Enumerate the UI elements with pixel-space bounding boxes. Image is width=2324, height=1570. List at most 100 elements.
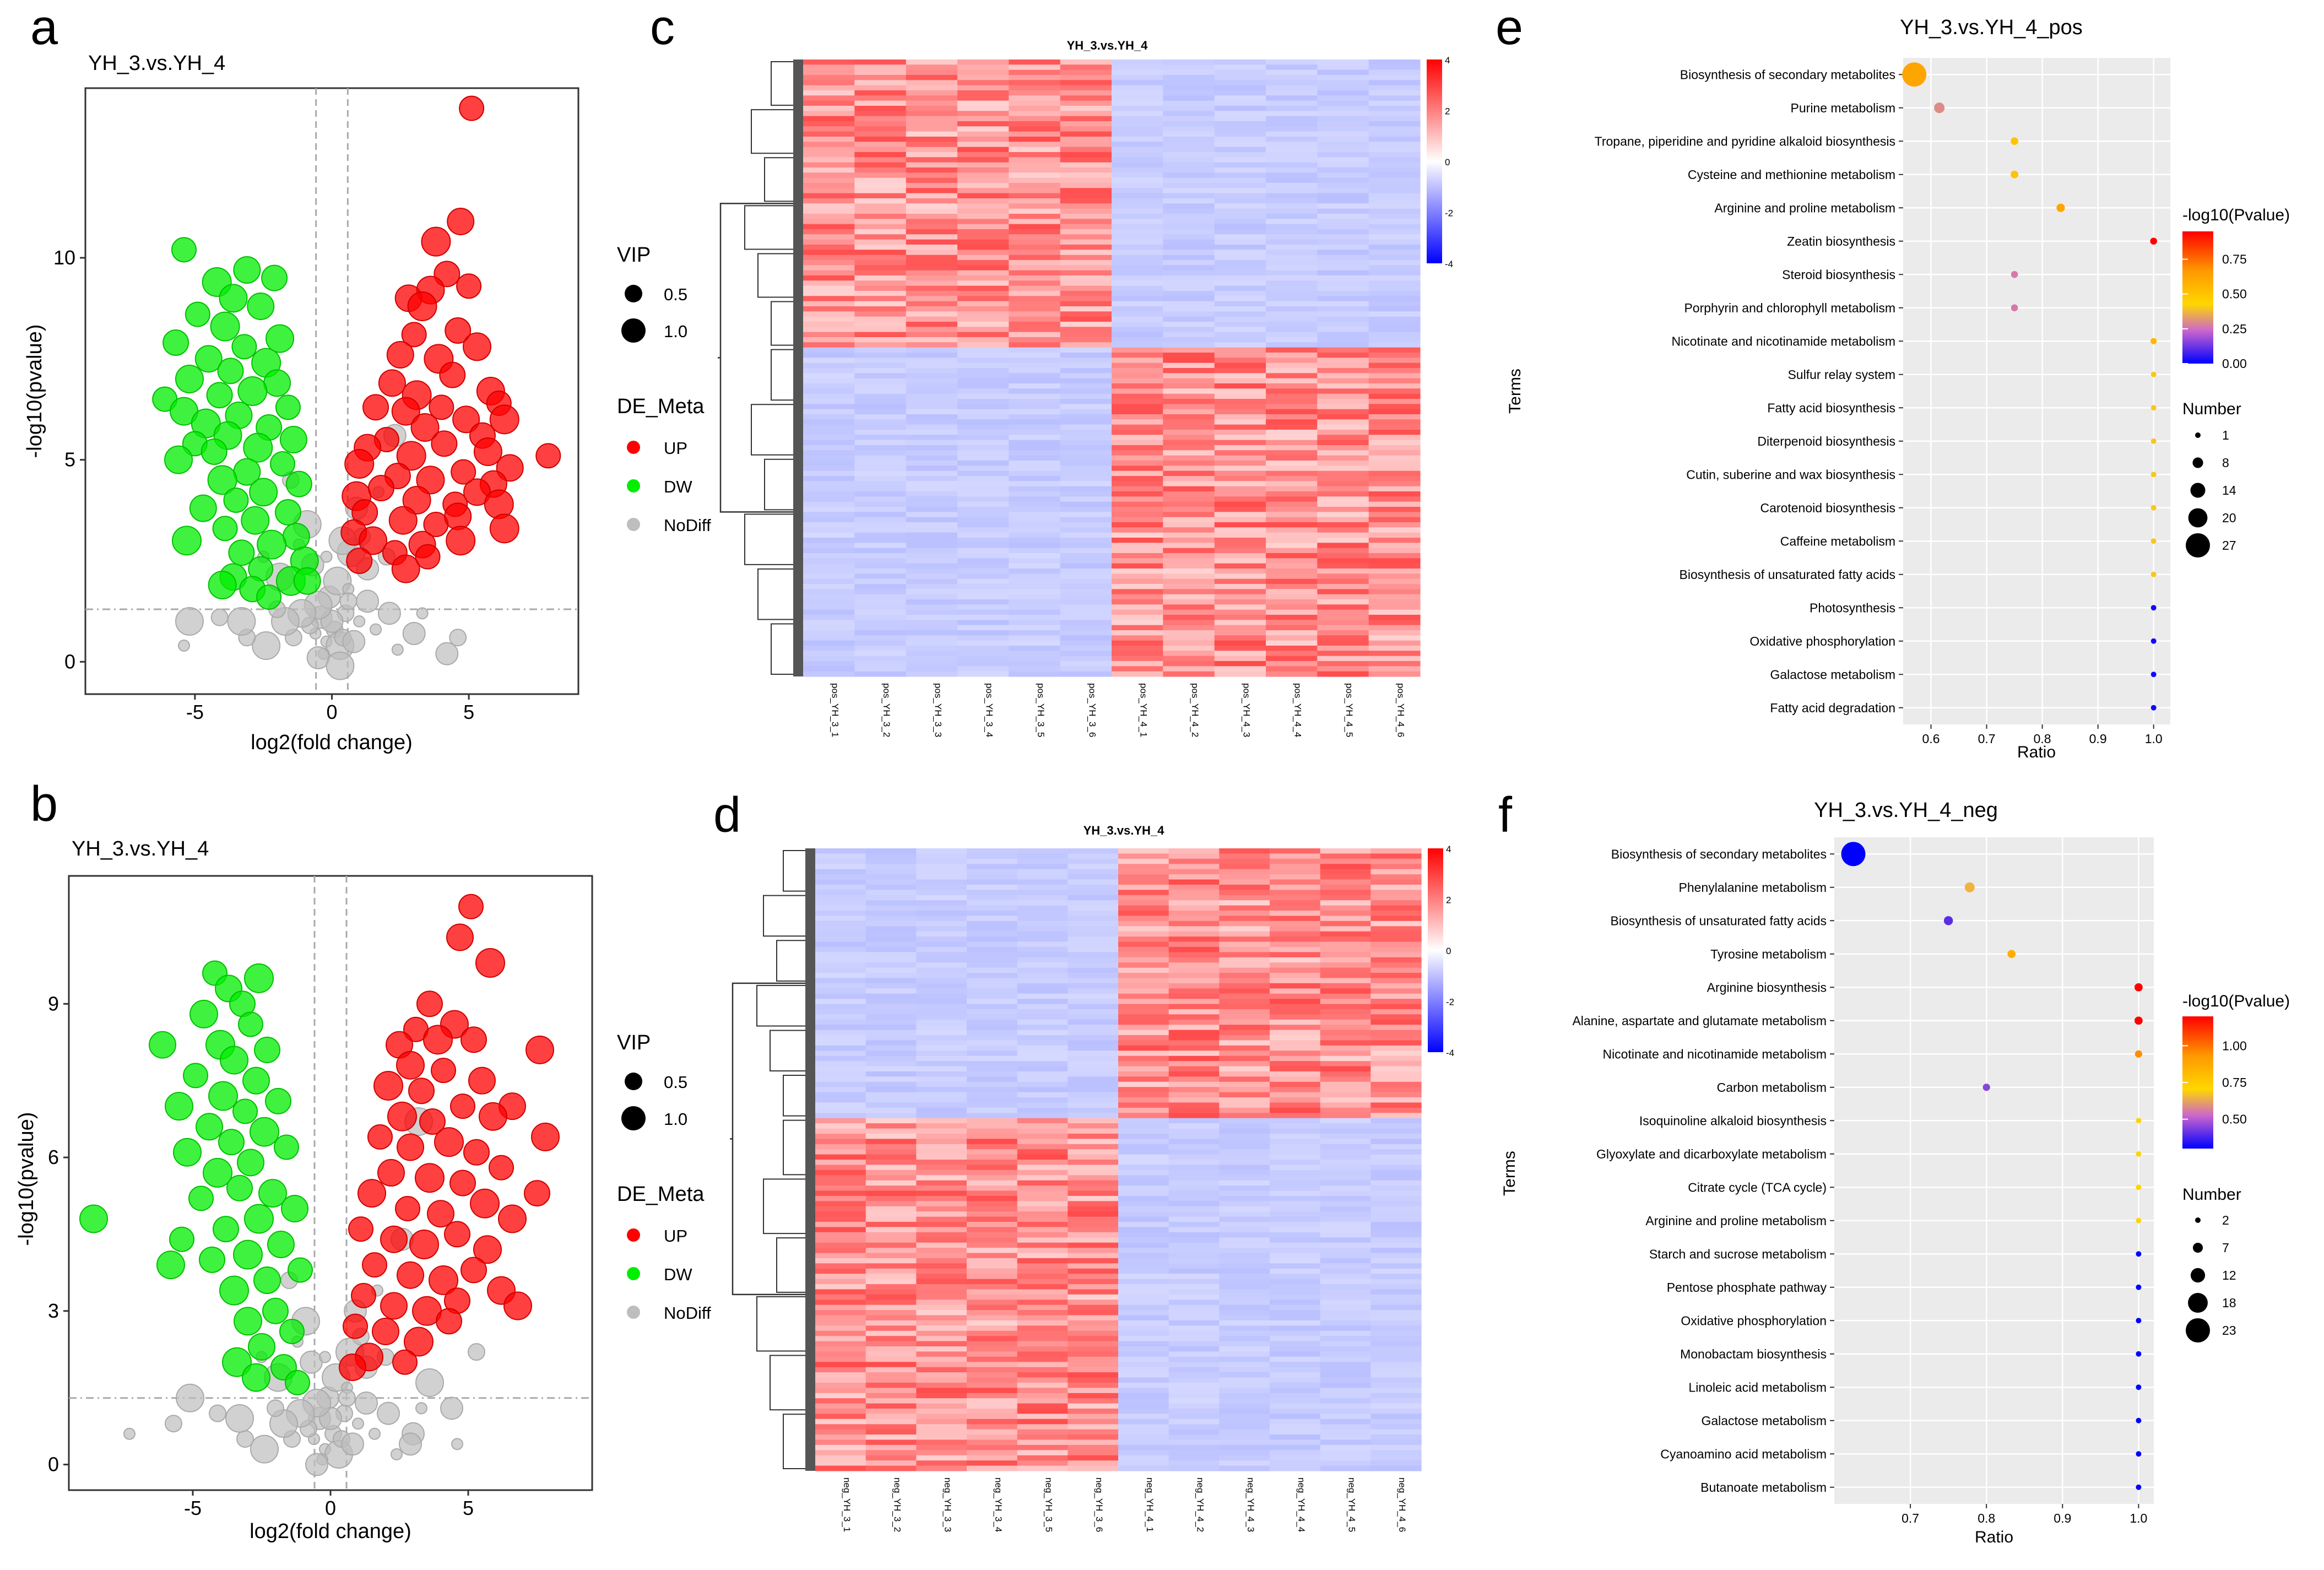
- heatmap-cell: [1017, 1304, 1068, 1311]
- heatmap-cell: [865, 1149, 917, 1155]
- heatmap-cell: [1168, 884, 1220, 890]
- heatmap-cell: [1017, 1045, 1068, 1051]
- heatmap-cell: [803, 476, 855, 481]
- heatmap-cell: [803, 316, 855, 322]
- heatmap-cell: [1118, 1128, 1169, 1134]
- heatmap-cell: [916, 1362, 967, 1368]
- enrichment-dot: [1982, 1084, 1990, 1091]
- heatmap-cell: [957, 368, 1009, 373]
- heatmap-cell: [1060, 435, 1112, 441]
- heatmap-cell: [1266, 450, 1318, 456]
- heatmap-cell: [1320, 921, 1371, 927]
- heatmap-cell: [1168, 864, 1220, 870]
- heatmap-cell: [1168, 1414, 1220, 1420]
- heatmap-cell: [1168, 869, 1220, 875]
- heatmap-cell: [1270, 890, 1321, 896]
- heatmap-cell: [815, 1253, 866, 1259]
- heatmap-cell: [916, 1040, 967, 1046]
- heatmap-cell: [1214, 563, 1266, 569]
- term-label: Nicotinate and nicotinamide metabolism: [1602, 1047, 1827, 1061]
- volcano-point-dw: [173, 1138, 202, 1167]
- heatmap-cell: [1214, 358, 1266, 364]
- heatmap-cell: [1266, 358, 1318, 364]
- volcano-point-dw: [242, 1363, 270, 1392]
- heatmap-cell: [1270, 1165, 1321, 1171]
- heatmap-cell: [1060, 594, 1112, 600]
- heatmap-cell: [1266, 188, 1318, 194]
- heatmap-cell: [906, 594, 958, 600]
- heatmap-cell: [1270, 1429, 1321, 1435]
- heatmap-cell: [1060, 656, 1112, 662]
- heatmap-cell: [815, 1097, 866, 1103]
- heatmap-cell: [906, 275, 958, 281]
- heatmap-cell: [1118, 1367, 1169, 1373]
- heatmap-cell: [865, 1061, 917, 1067]
- heatmap-cell: [1270, 1055, 1321, 1062]
- term-label: Isoquinoline alkaloid biosynthesis: [1639, 1113, 1827, 1128]
- heatmap-cell: [803, 548, 855, 554]
- heatmap-cell: [916, 1274, 967, 1280]
- heatmap-cell: [1060, 491, 1112, 497]
- heatmap-cell: [1370, 1460, 1422, 1466]
- volcano-point-up: [377, 1158, 405, 1187]
- legend-a-vip-small: [625, 285, 642, 302]
- dendrogram-branch: [783, 1414, 805, 1469]
- heatmap-cell: [1317, 414, 1369, 420]
- enrichment-dot: [2136, 1384, 2142, 1390]
- heatmap-cell: [1317, 625, 1369, 631]
- heatmap-cell: [815, 1336, 866, 1342]
- heatmap-cell: [1068, 1133, 1119, 1139]
- heatmap-cell: [1118, 1315, 1169, 1321]
- heatmap-cell: [815, 874, 866, 880]
- heatmap-cell: [916, 1190, 967, 1197]
- enrichment-dot: [2135, 1050, 2142, 1058]
- enrichment-dot: [1964, 882, 1975, 892]
- volcano-point-dw: [208, 571, 237, 599]
- heatmap-cell: [1060, 183, 1112, 188]
- heatmap-cell: [865, 1409, 917, 1414]
- heatmap-cell: [1009, 301, 1061, 307]
- heatmap-cell: [1118, 1076, 1169, 1082]
- heatmap-cell: [1266, 470, 1318, 477]
- heatmap-cell: [854, 599, 907, 605]
- heatmap-cell: [1219, 1097, 1270, 1103]
- heatmap-cell: [865, 1092, 917, 1098]
- heatmap-cell: [803, 373, 855, 379]
- heatmap-cell: [1214, 589, 1266, 595]
- volcano-point-up: [351, 499, 378, 526]
- heatmap-cell: [1370, 1242, 1422, 1248]
- heatmap-cell: [1118, 1123, 1169, 1129]
- heatmap-cell: [1270, 1465, 1321, 1471]
- heatmap-cell: [803, 137, 855, 142]
- heatmap-cell: [1168, 1315, 1220, 1321]
- volcano-point-nodiff: [225, 1404, 254, 1433]
- heatmap-cell: [815, 957, 866, 963]
- heatmap-cell: [803, 532, 855, 538]
- heatmap-cell: [1219, 1185, 1270, 1192]
- heatmap-cell: [1266, 142, 1318, 148]
- heatmap-cell: [803, 543, 855, 549]
- heatmap-cell: [1317, 106, 1369, 111]
- heatmap-cell: [1219, 1253, 1270, 1259]
- heatmap-cell: [1009, 327, 1061, 333]
- heatmap-cell: [1168, 973, 1220, 978]
- volcano-point-dw: [213, 1216, 239, 1243]
- heatmap-cell: [1017, 957, 1068, 963]
- heatmap-cell: [1317, 661, 1369, 667]
- heatmap-cell: [815, 1362, 866, 1368]
- heatmap-cell: [1068, 1362, 1119, 1368]
- heatmap-cell: [1368, 167, 1421, 173]
- heatmap-cell: [1112, 501, 1163, 507]
- heatmap-cell: [1370, 858, 1422, 864]
- heatmap-cell: [1118, 1170, 1169, 1176]
- heatmap-cell: [1163, 573, 1215, 580]
- heatmap-cell: [1068, 1066, 1119, 1072]
- volcano-point-dw: [237, 1149, 264, 1177]
- heatmap-cell: [1009, 388, 1061, 394]
- heatmap-cell: [1368, 486, 1421, 492]
- volcano-point-dw: [285, 470, 312, 497]
- enrichment-dot: [2134, 1016, 2143, 1025]
- heatmap-cell: [803, 424, 855, 430]
- volcano-point-nodiff: [391, 1448, 403, 1460]
- heatmap-cell: [865, 1113, 917, 1119]
